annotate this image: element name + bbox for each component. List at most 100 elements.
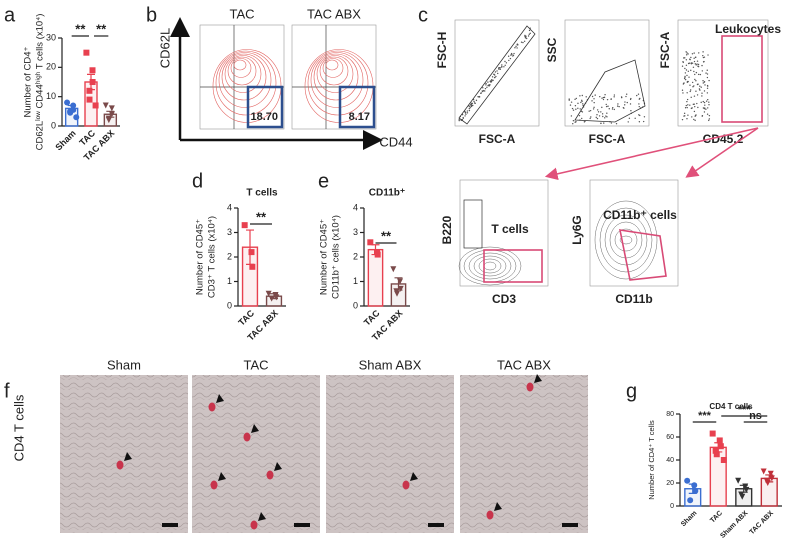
event-dot — [629, 103, 632, 105]
event-dot — [697, 106, 699, 109]
event-dot — [472, 104, 474, 107]
event-dot — [605, 103, 607, 106]
event-dot — [470, 105, 472, 107]
event-dot — [469, 106, 471, 109]
event-dot — [581, 111, 584, 113]
event-dot — [615, 123, 618, 125]
event-dot — [687, 70, 690, 73]
event-dot — [511, 53, 513, 56]
data-point — [716, 437, 723, 444]
event-dot — [588, 110, 590, 112]
event-dot — [681, 118, 684, 121]
event-dot — [706, 76, 709, 79]
event-dot — [500, 66, 503, 68]
event-dot — [505, 62, 508, 64]
event-dot — [698, 52, 700, 54]
event-dot — [682, 83, 685, 85]
event-dot — [494, 74, 496, 76]
event-dot — [601, 113, 604, 115]
event-dot — [528, 33, 530, 35]
event-dot — [703, 81, 706, 83]
stained-cell — [266, 470, 274, 480]
stained-cell — [402, 480, 410, 490]
event-dot — [693, 118, 695, 121]
event-dot — [509, 57, 512, 60]
event-dot — [579, 108, 581, 110]
event-dot — [577, 102, 579, 105]
event-dot — [694, 78, 696, 81]
event-dot — [591, 100, 593, 102]
data-point — [739, 493, 746, 500]
event-dot — [705, 100, 708, 102]
event-dot — [706, 92, 709, 94]
contour — [319, 56, 349, 86]
event-dot — [702, 56, 705, 59]
event-dot — [693, 70, 695, 73]
event-dot — [529, 32, 531, 35]
event-dot — [699, 73, 702, 76]
bar-chart: 0 1 2 3 4 Number of CD45⁺ CD3⁺ T cells (x10⁴) T… — [195, 188, 286, 343]
event-dot — [515, 45, 517, 48]
contour — [310, 52, 364, 108]
micrograph — [192, 375, 320, 533]
data-point — [265, 290, 272, 297]
event-dot — [708, 114, 711, 117]
event-dot — [689, 58, 691, 60]
scale-bar — [294, 523, 310, 527]
event-dot — [698, 88, 701, 90]
y-axis-label: Number of CD4⁺ T cells — [647, 420, 656, 500]
event-dot — [700, 101, 702, 104]
event-dot — [485, 84, 487, 86]
flow-axis-label: CD3 — [492, 292, 516, 306]
event-dot — [486, 86, 488, 89]
contour — [473, 255, 507, 277]
event-dot — [496, 70, 498, 72]
event-dot — [487, 84, 489, 87]
event-dot — [701, 70, 704, 72]
gate-value: 18.70 — [250, 111, 278, 123]
data-point — [687, 497, 694, 504]
plot-title: TAC — [229, 6, 254, 21]
data-point — [86, 87, 93, 94]
y-axis-label: CD3⁺ T cells (x10⁴) — [207, 216, 218, 298]
significance-label: ** — [381, 228, 392, 243]
contour — [224, 55, 262, 93]
event-dot — [620, 96, 623, 98]
event-dot — [499, 68, 502, 70]
event-dot — [603, 122, 605, 124]
y-tick-label: 2 — [353, 251, 358, 261]
event-dot — [706, 85, 709, 87]
event-dot — [474, 102, 476, 104]
y-tick-label: 4 — [353, 202, 358, 212]
micrograph — [460, 375, 588, 533]
contour — [233, 59, 247, 71]
y-tick-label: 60 — [666, 434, 674, 441]
y-tick-label: 20 — [46, 62, 56, 72]
event-dot — [692, 103, 695, 106]
event-dot — [597, 111, 600, 113]
contour — [458, 246, 522, 286]
event-dot — [607, 105, 609, 107]
contour — [614, 228, 638, 252]
significance-label: *** — [698, 410, 712, 422]
event-dot — [485, 82, 487, 85]
event-dot — [514, 47, 516, 49]
event-dot — [685, 64, 688, 67]
event-dot — [707, 54, 709, 56]
y-tick-label: 2 — [227, 251, 232, 261]
data-point — [273, 294, 280, 301]
significance-label: ** — [96, 21, 107, 36]
column-label: TAC ABX — [497, 357, 551, 372]
contour — [322, 58, 344, 78]
contour — [325, 59, 339, 71]
event-dot — [508, 59, 510, 62]
event-dot — [705, 108, 707, 110]
data-point — [367, 239, 374, 246]
arrowhead — [534, 374, 542, 383]
event-dot — [684, 115, 686, 117]
y-tick-label: 4 — [227, 202, 232, 212]
event-dot — [571, 107, 574, 110]
event-dot — [606, 116, 608, 118]
event-dot — [703, 107, 706, 110]
event-dot — [638, 121, 641, 123]
